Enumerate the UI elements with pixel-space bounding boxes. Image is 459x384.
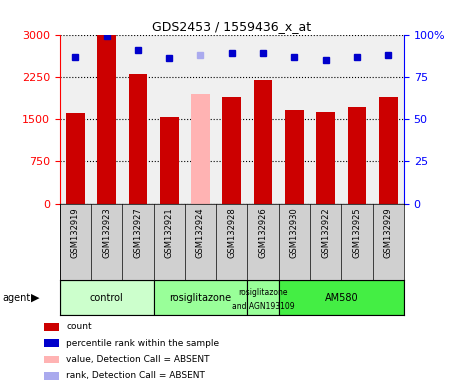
Text: GSM132925: GSM132925 xyxy=(353,207,362,258)
Bar xyxy=(316,112,335,204)
Bar xyxy=(129,74,147,204)
Bar xyxy=(379,96,397,204)
Text: GSM132927: GSM132927 xyxy=(134,207,142,258)
Text: rosiglitazone: rosiglitazone xyxy=(169,293,231,303)
Text: rank, Detection Call = ABSENT: rank, Detection Call = ABSENT xyxy=(66,371,205,380)
Text: GSM132929: GSM132929 xyxy=(384,207,393,258)
Bar xyxy=(254,79,273,204)
Bar xyxy=(44,323,59,331)
Text: GSM132924: GSM132924 xyxy=(196,207,205,258)
Text: GSM132919: GSM132919 xyxy=(71,207,80,258)
Bar xyxy=(44,339,59,347)
Text: value, Detection Call = ABSENT: value, Detection Call = ABSENT xyxy=(66,355,210,364)
Text: and AGN193109: and AGN193109 xyxy=(232,302,294,311)
Bar xyxy=(154,280,247,315)
Text: ▶: ▶ xyxy=(31,293,40,303)
Text: GSM132921: GSM132921 xyxy=(165,207,174,258)
Bar xyxy=(44,356,59,363)
Bar xyxy=(191,94,210,204)
Bar xyxy=(160,117,179,204)
Bar xyxy=(347,107,366,204)
Bar xyxy=(66,113,85,204)
Bar xyxy=(97,35,116,204)
Text: agent: agent xyxy=(2,293,31,303)
Text: count: count xyxy=(66,323,92,331)
Text: percentile rank within the sample: percentile rank within the sample xyxy=(66,339,219,348)
Text: GSM132926: GSM132926 xyxy=(258,207,268,258)
Text: GSM132922: GSM132922 xyxy=(321,207,330,258)
Bar xyxy=(279,280,404,315)
Bar xyxy=(223,96,241,204)
Bar xyxy=(44,372,59,380)
Text: control: control xyxy=(90,293,123,303)
Text: rosiglitazone: rosiglitazone xyxy=(238,288,288,297)
Bar xyxy=(60,280,154,315)
Bar xyxy=(285,110,304,204)
Text: GSM132930: GSM132930 xyxy=(290,207,299,258)
Bar xyxy=(247,280,279,315)
Text: AM580: AM580 xyxy=(325,293,358,303)
Title: GDS2453 / 1559436_x_at: GDS2453 / 1559436_x_at xyxy=(152,20,311,33)
Text: GSM132923: GSM132923 xyxy=(102,207,111,258)
Text: GSM132928: GSM132928 xyxy=(227,207,236,258)
